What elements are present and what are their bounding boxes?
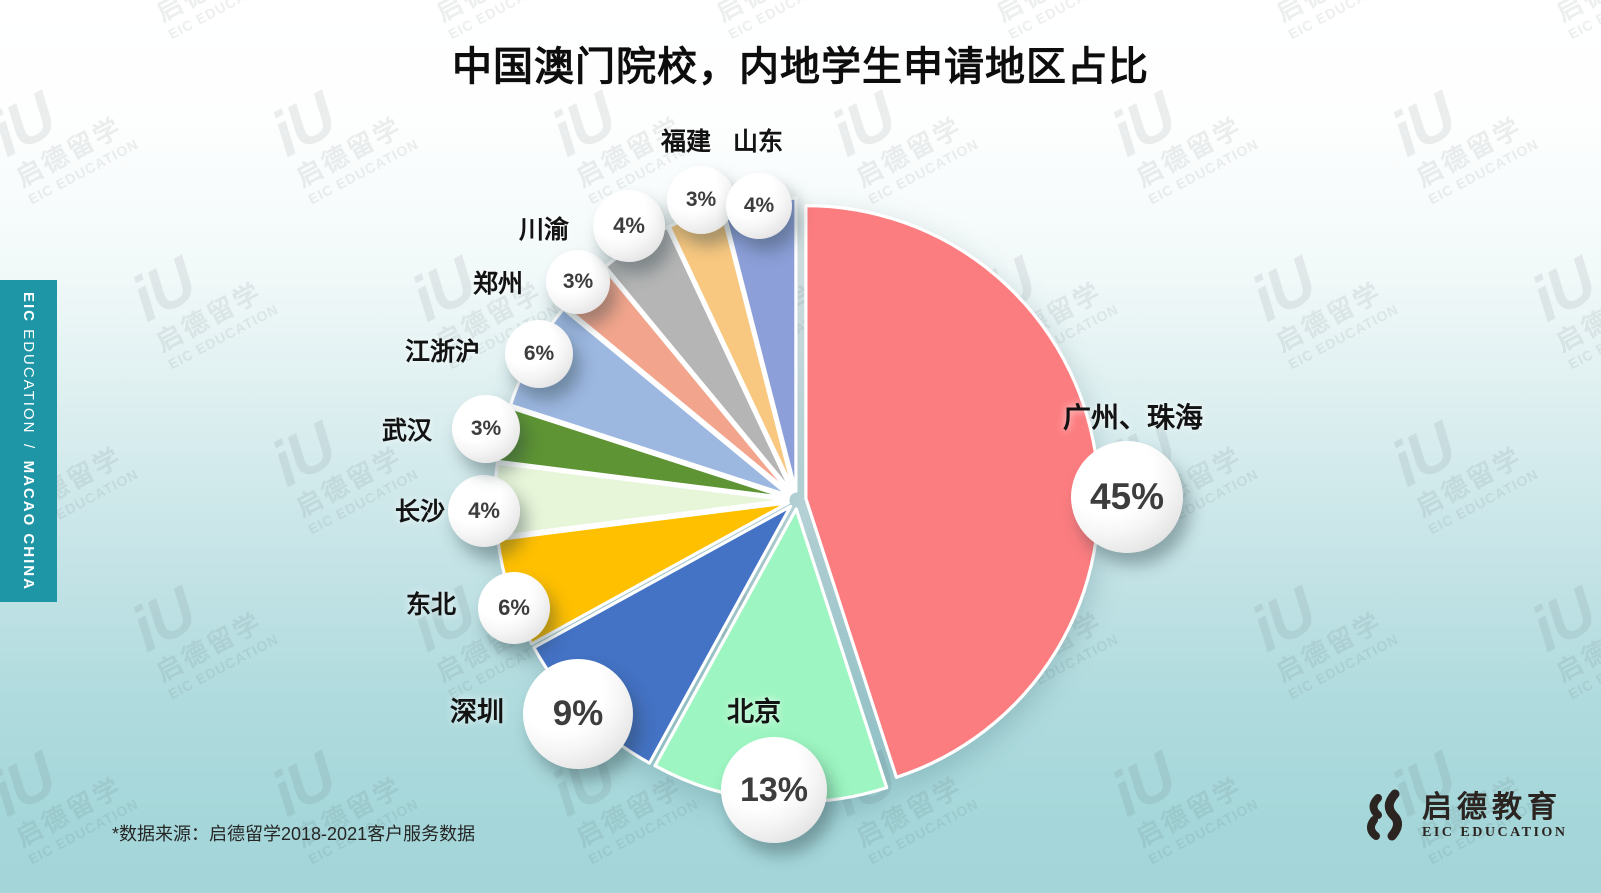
slice-name-chuanyu: 川渝 [519,216,570,244]
page-title: 中国澳门院校，内地学生申请地区占比 [452,45,1149,89]
slice-name-fujian: 福建 [661,128,712,156]
slice-pct-guangzhou-zhuhai: 45% [1071,441,1183,553]
brand-logo: 启德教育 EIC EDUCATION [1362,788,1567,844]
slice-name-wuhan: 武汉 [382,417,433,445]
slice-pct-shenzhen: 9% [523,659,633,769]
slice-pct-jiangzhehu: 6% [505,320,573,388]
slice-pct-changsha: 4% [448,475,520,547]
data-source-note: *数据来源：启德留学2018-2021客户服务数据 [112,824,476,844]
slice-name-guangzhou-zhuhai: 广州、珠海 [1063,402,1204,433]
side-badge-region: MACAO CHINA [20,460,37,591]
side-badge-separator: / [20,443,37,451]
slice-pct-wuhan: 3% [452,395,520,463]
slice-name-shenzhen: 深圳 [450,697,504,727]
slice-name-shandong: 山东 [733,128,784,156]
slice-pct-beijing: 13% [721,737,827,843]
side-badge-brand: EIC [20,291,37,323]
slice-pct-shandong: 4% [726,173,792,239]
side-badge-text: EIC EDUCATION / MACAO CHINA [20,292,37,591]
slice-name-beijing: 北京 [727,697,781,727]
slice-pct-chuanyu: 4% [593,190,665,262]
brand-name-cn: 启德教育 [1422,790,1562,824]
slice-name-dongbei: 东北 [406,591,457,619]
slice-name-changsha: 长沙 [395,498,446,526]
side-badge-brand-rest: EDUCATION [20,322,37,434]
slice-pct-zhengzhou: 3% [546,250,610,314]
slice-name-jiangzhehu: 江浙沪 [405,338,481,366]
slice-pct-fujian: 3% [667,166,735,234]
slice-name-zhengzhou: 郑州 [473,270,524,298]
brand-name-en: EIC EDUCATION [1422,825,1568,841]
eic-flame-icon [1367,789,1402,841]
slice-pct-dongbei: 6% [478,572,550,644]
side-badge: EIC EDUCATION / MACAO CHINA [0,280,57,602]
